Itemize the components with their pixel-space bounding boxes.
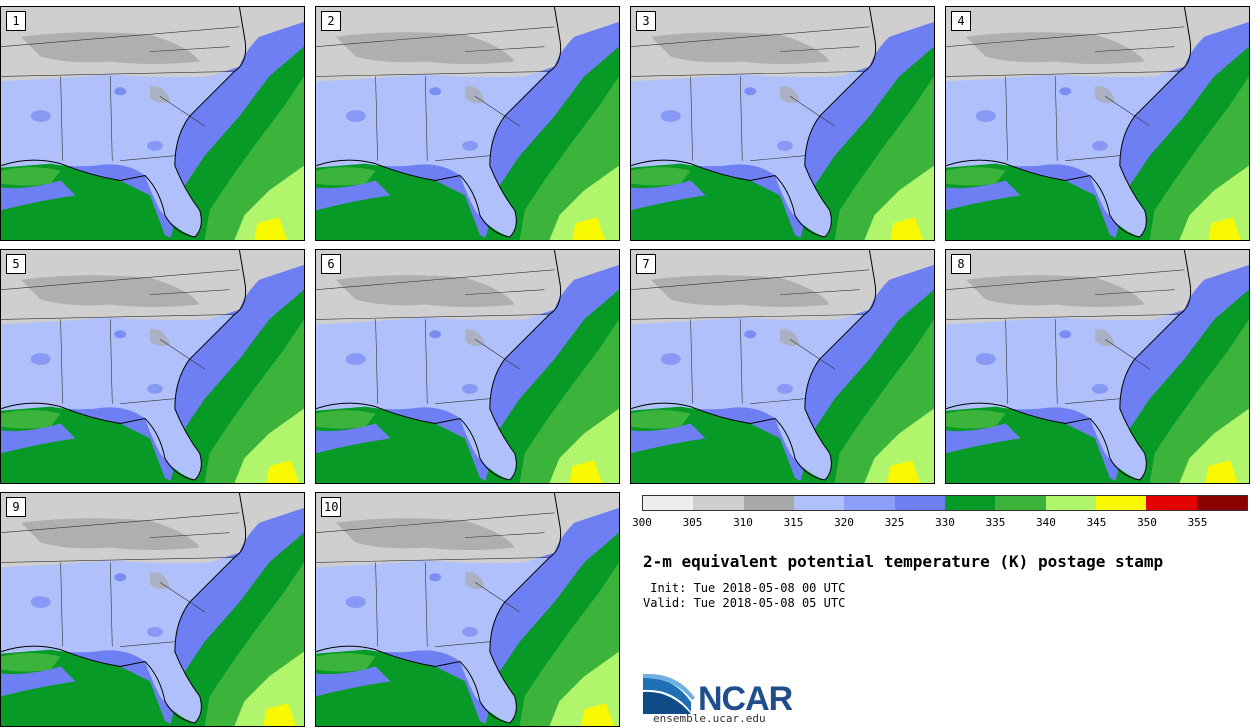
map-field <box>946 7 1249 240</box>
postage-stamp-panel: 9 <box>0 492 305 727</box>
colorbar-tick-label: 350 <box>1137 516 1157 529</box>
colorbar-tick-label: 320 <box>834 516 854 529</box>
member-number-label: 1 <box>6 11 26 31</box>
member-number-label: 7 <box>636 254 656 274</box>
member-number-label: 3 <box>636 11 656 31</box>
map-field <box>946 250 1249 483</box>
colorbar-tick-label: 345 <box>1086 516 1107 529</box>
colorbar-tick-label: 355 <box>1187 516 1208 529</box>
colorbar-tick-label: 305 <box>682 516 703 529</box>
colorbar-swatch <box>844 496 895 510</box>
colorbar-tick-label: 325 <box>884 516 905 529</box>
colorbar-swatch <box>1146 496 1197 510</box>
postage-stamp-panel: 8 <box>945 249 1250 484</box>
postage-stamp-panel: 4 <box>945 6 1250 241</box>
valid-time: Valid: Tue 2018-05-08 05 UTC <box>643 596 846 610</box>
map-field <box>1 493 304 726</box>
postage-stamp-panel: 7 <box>630 249 935 484</box>
logo-url: ensemble.ucar.edu <box>653 712 766 725</box>
colorbar-swatch <box>743 496 794 510</box>
colorbar-swatch <box>1095 496 1147 510</box>
member-number-label: 5 <box>6 254 26 274</box>
colorbar-swatch <box>944 496 996 510</box>
map-field <box>316 493 619 726</box>
colorbar-swatch <box>995 496 1046 510</box>
colorbar-swatch <box>643 496 694 510</box>
colorbar-tick-label: 315 <box>783 516 804 529</box>
postage-stamp-panel: 10 <box>315 492 620 727</box>
map-field <box>1 250 304 483</box>
member-number-label: 8 <box>951 254 971 274</box>
logo-wordmark: NCAR <box>698 680 793 718</box>
init-time: Init: Tue 2018-05-08 00 UTC <box>643 581 846 595</box>
member-number-label: 2 <box>321 11 341 31</box>
member-number-label: 4 <box>951 11 971 31</box>
map-field <box>631 250 934 483</box>
member-number-label: 9 <box>6 497 26 517</box>
map-field <box>1 7 304 240</box>
colorbar-swatch <box>693 496 744 510</box>
postage-stamp-panel: 6 <box>315 249 620 484</box>
colorbar-ticks: 300 305 310 315 320 325 330 335 340 345 350 355 <box>632 516 1248 530</box>
colorbar-swatch <box>793 496 845 510</box>
colorbar-swatch <box>1045 496 1096 510</box>
colorbar <box>642 495 1248 511</box>
colorbar-tick-label: 335 <box>985 516 1006 529</box>
map-field <box>631 7 934 240</box>
colorbar-tick-label: 340 <box>1036 516 1056 529</box>
colorbar-swatch <box>894 496 945 510</box>
map-field <box>316 250 619 483</box>
colorbar-tick-label: 300 <box>632 516 652 529</box>
postage-stamp-panel: 3 <box>630 6 935 241</box>
colorbar-swatch <box>1196 496 1247 510</box>
postage-stamp-panel: 1 <box>0 6 305 241</box>
postage-stamp-panel: 2 <box>315 6 620 241</box>
chart-title: 2-m equivalent potential temperature (K)… <box>643 552 1164 571</box>
postage-stamp-panel: 5 <box>0 249 305 484</box>
colorbar-tick-label: 310 <box>733 516 753 529</box>
ncar-logo-icon <box>643 673 695 714</box>
colorbar-tick-label: 330 <box>935 516 955 529</box>
member-number-label: 6 <box>321 254 341 274</box>
member-number-label: 10 <box>321 497 342 517</box>
map-field <box>316 7 619 240</box>
